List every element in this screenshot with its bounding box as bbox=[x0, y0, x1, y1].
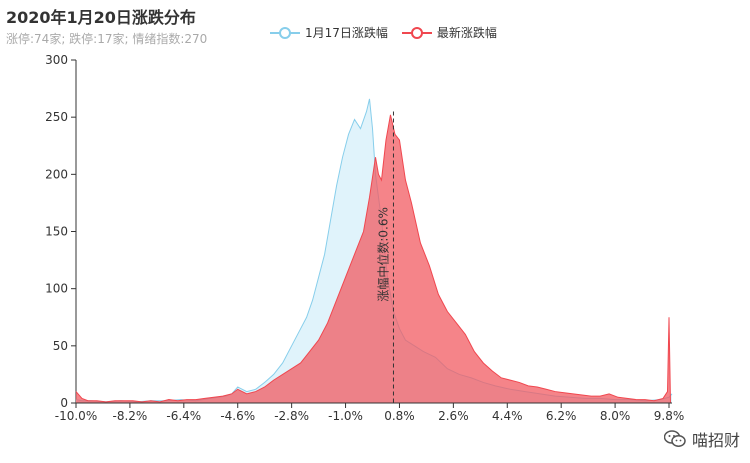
watermark: 喵招财 bbox=[663, 427, 740, 451]
x-tick-label: 8.0% bbox=[600, 409, 631, 423]
watermark-text: 喵招财 bbox=[691, 431, 740, 450]
x-tick-label: 0.8% bbox=[384, 409, 415, 423]
y-tick-label: 50 bbox=[53, 339, 68, 353]
series-layer bbox=[75, 98, 673, 404]
legend-item-previous[interactable]: 1月17日涨跌幅 bbox=[270, 24, 388, 41]
x-tick-label: 6.2% bbox=[546, 409, 577, 423]
y-tick-label: 300 bbox=[45, 53, 68, 67]
y-tick-label: 100 bbox=[45, 282, 68, 296]
y-tick-label: 200 bbox=[45, 167, 68, 181]
chart-subtitle: 涨停:74家; 跌停:17家; 情绪指数:270 bbox=[6, 32, 208, 46]
x-tick-label: -10.0% bbox=[55, 409, 97, 423]
legend-label-latest: 最新涨跌幅 bbox=[436, 26, 497, 40]
legend: 1月17日涨跌幅 最新涨跌幅 bbox=[270, 24, 497, 41]
y-axis: 0 50 100 150 200 250 300 bbox=[45, 53, 77, 410]
x-tick-label: -6.4% bbox=[166, 409, 201, 423]
wechat-icon bbox=[663, 430, 686, 447]
x-tick-label: 4.4% bbox=[492, 409, 523, 423]
legend-marker-latest bbox=[401, 26, 432, 39]
x-axis: -10.0% -8.2% -6.4% -4.6% -2.8% -1.0% 0.8% 2.6% 4… bbox=[55, 402, 685, 423]
legend-label-previous: 1月17日涨跌幅 bbox=[305, 26, 388, 40]
median-layer: 涨幅中位数:0.6% bbox=[375, 111, 394, 403]
x-tick-label: -8.2% bbox=[112, 409, 147, 423]
legend-item-latest[interactable]: 最新涨跌幅 bbox=[401, 24, 497, 41]
y-tick-label: 150 bbox=[45, 225, 68, 239]
y-tick-label: 0 bbox=[60, 396, 68, 410]
x-tick-label: 2.6% bbox=[438, 409, 469, 423]
x-tick-label: 9.8% bbox=[654, 409, 685, 423]
y-tick-label: 250 bbox=[45, 110, 68, 124]
series-line-1 bbox=[75, 114, 671, 404]
x-tick-label: -2.8% bbox=[274, 409, 309, 423]
legend-marker-previous bbox=[270, 26, 300, 39]
x-tick-label: -1.0% bbox=[328, 409, 363, 423]
median-label: 涨幅中位数:0.6% bbox=[375, 207, 390, 302]
series-area-1 bbox=[76, 114, 671, 403]
x-tick-label: -4.6% bbox=[220, 409, 255, 423]
chart-title: 2020年1月20日涨跌分布 bbox=[6, 8, 196, 27]
